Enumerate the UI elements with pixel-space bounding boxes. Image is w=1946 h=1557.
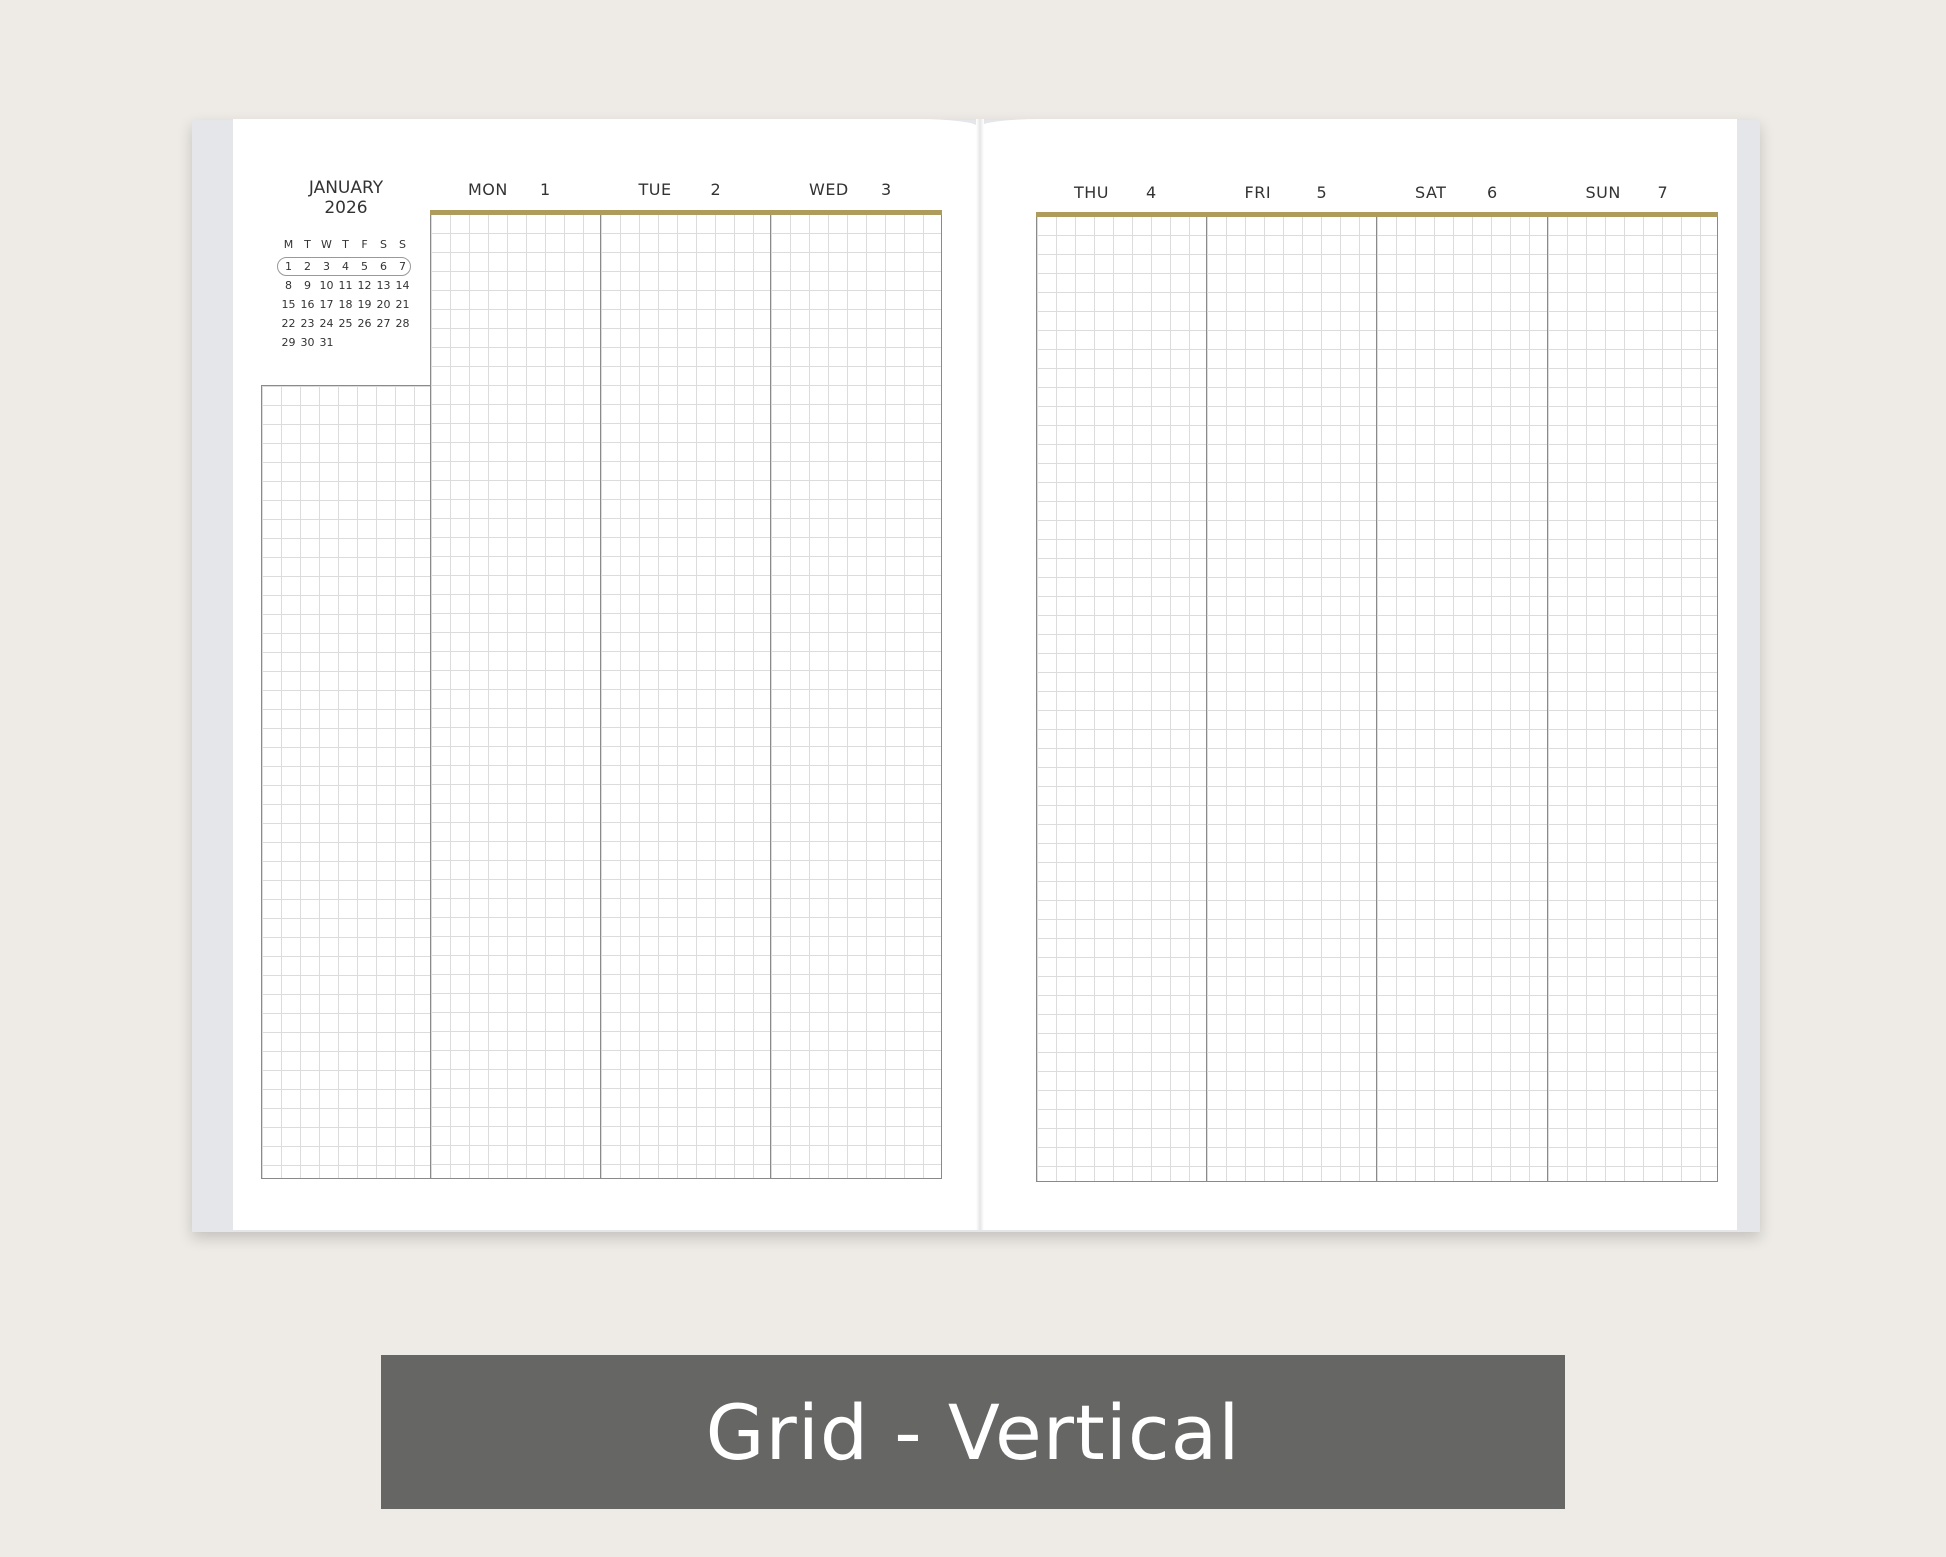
calendar-date[interactable]: 28 — [395, 317, 410, 330]
day-number: 6 — [1487, 183, 1498, 202]
day-column-mon[interactable] — [430, 213, 601, 1179]
calendar-date[interactable]: 14 — [395, 279, 410, 292]
calendar-date[interactable]: 18 — [338, 298, 353, 311]
calendar-date[interactable]: 12 — [357, 279, 372, 292]
calendar-date[interactable]: 19 — [357, 298, 372, 311]
weekday-label: S — [380, 238, 387, 251]
calendar-date[interactable]: 10 — [319, 279, 334, 292]
caption-banner: Grid - Vertical — [381, 1355, 1565, 1509]
notes-grid[interactable] — [261, 385, 431, 1179]
calendar-date[interactable]: 17 — [319, 298, 334, 311]
day-column-sun[interactable] — [1546, 215, 1718, 1182]
day-column-sat[interactable] — [1376, 215, 1548, 1182]
calendar-date[interactable]: 8 — [285, 279, 292, 292]
calendar-date[interactable]: 2 — [304, 260, 311, 273]
day-number: 1 — [540, 180, 551, 199]
day-number: 5 — [1316, 183, 1328, 202]
day-number: 3 — [881, 180, 892, 199]
caption-text: Grid - Vertical — [705, 1387, 1241, 1477]
calendar-date[interactable]: 30 — [300, 336, 315, 349]
day-name: SUN — [1585, 183, 1621, 202]
right-accent-bar — [1036, 212, 1718, 217]
calendar-date[interactable]: 5 — [361, 260, 368, 273]
calendar-date[interactable]: 22 — [281, 317, 296, 330]
calendar-date[interactable]: 6 — [380, 260, 387, 273]
calendar-date[interactable]: 21 — [395, 298, 410, 311]
weekday-label: W — [321, 238, 332, 251]
weekday-label: S — [399, 238, 406, 251]
day-number: 4 — [1146, 183, 1157, 202]
calendar-date[interactable]: 13 — [376, 279, 391, 292]
calendar-date[interactable]: 27 — [376, 317, 391, 330]
weekday-label: F — [361, 238, 368, 251]
weekday-label: M — [283, 238, 294, 251]
calendar-date[interactable]: 29 — [281, 336, 296, 349]
left-accent-bar — [430, 210, 942, 215]
month-label: JANUARY — [308, 178, 384, 198]
calendar-date[interactable]: 26 — [357, 317, 372, 330]
day-name: TUE — [638, 180, 672, 199]
day-column-fri[interactable] — [1205, 215, 1377, 1182]
day-number: 7 — [1657, 183, 1669, 202]
day-column-thu[interactable] — [1036, 215, 1207, 1182]
calendar-date[interactable]: 23 — [300, 317, 315, 330]
day-name: SAT — [1415, 183, 1447, 202]
day-column-tue[interactable] — [599, 213, 771, 1179]
calendar-date[interactable]: 9 — [304, 279, 311, 292]
day-name: THU — [1074, 183, 1110, 202]
weekday-label: T — [342, 238, 349, 251]
calendar-date[interactable]: 25 — [338, 317, 353, 330]
book-spine — [976, 119, 984, 1230]
weekday-label: T — [304, 238, 311, 251]
calendar-date[interactable]: 24 — [319, 317, 334, 330]
day-name: WED — [809, 180, 849, 199]
day-name: FRI — [1244, 183, 1272, 202]
calendar-date[interactable]: 1 — [285, 260, 292, 273]
calendar-date[interactable]: 3 — [323, 260, 330, 273]
day-column-wed[interactable] — [770, 213, 942, 1179]
calendar-date[interactable]: 20 — [376, 298, 391, 311]
current-week-highlight — [277, 257, 411, 276]
calendar-date[interactable]: 4 — [342, 260, 349, 273]
calendar-date[interactable]: 11 — [338, 279, 353, 292]
day-number: 2 — [710, 180, 722, 199]
calendar-date[interactable]: 7 — [399, 260, 406, 273]
day-name: MON — [468, 180, 508, 199]
calendar-date[interactable]: 15 — [281, 298, 296, 311]
calendar-date[interactable]: 16 — [300, 298, 315, 311]
year-label: 2026 — [324, 198, 368, 218]
calendar-date[interactable]: 31 — [319, 336, 334, 349]
